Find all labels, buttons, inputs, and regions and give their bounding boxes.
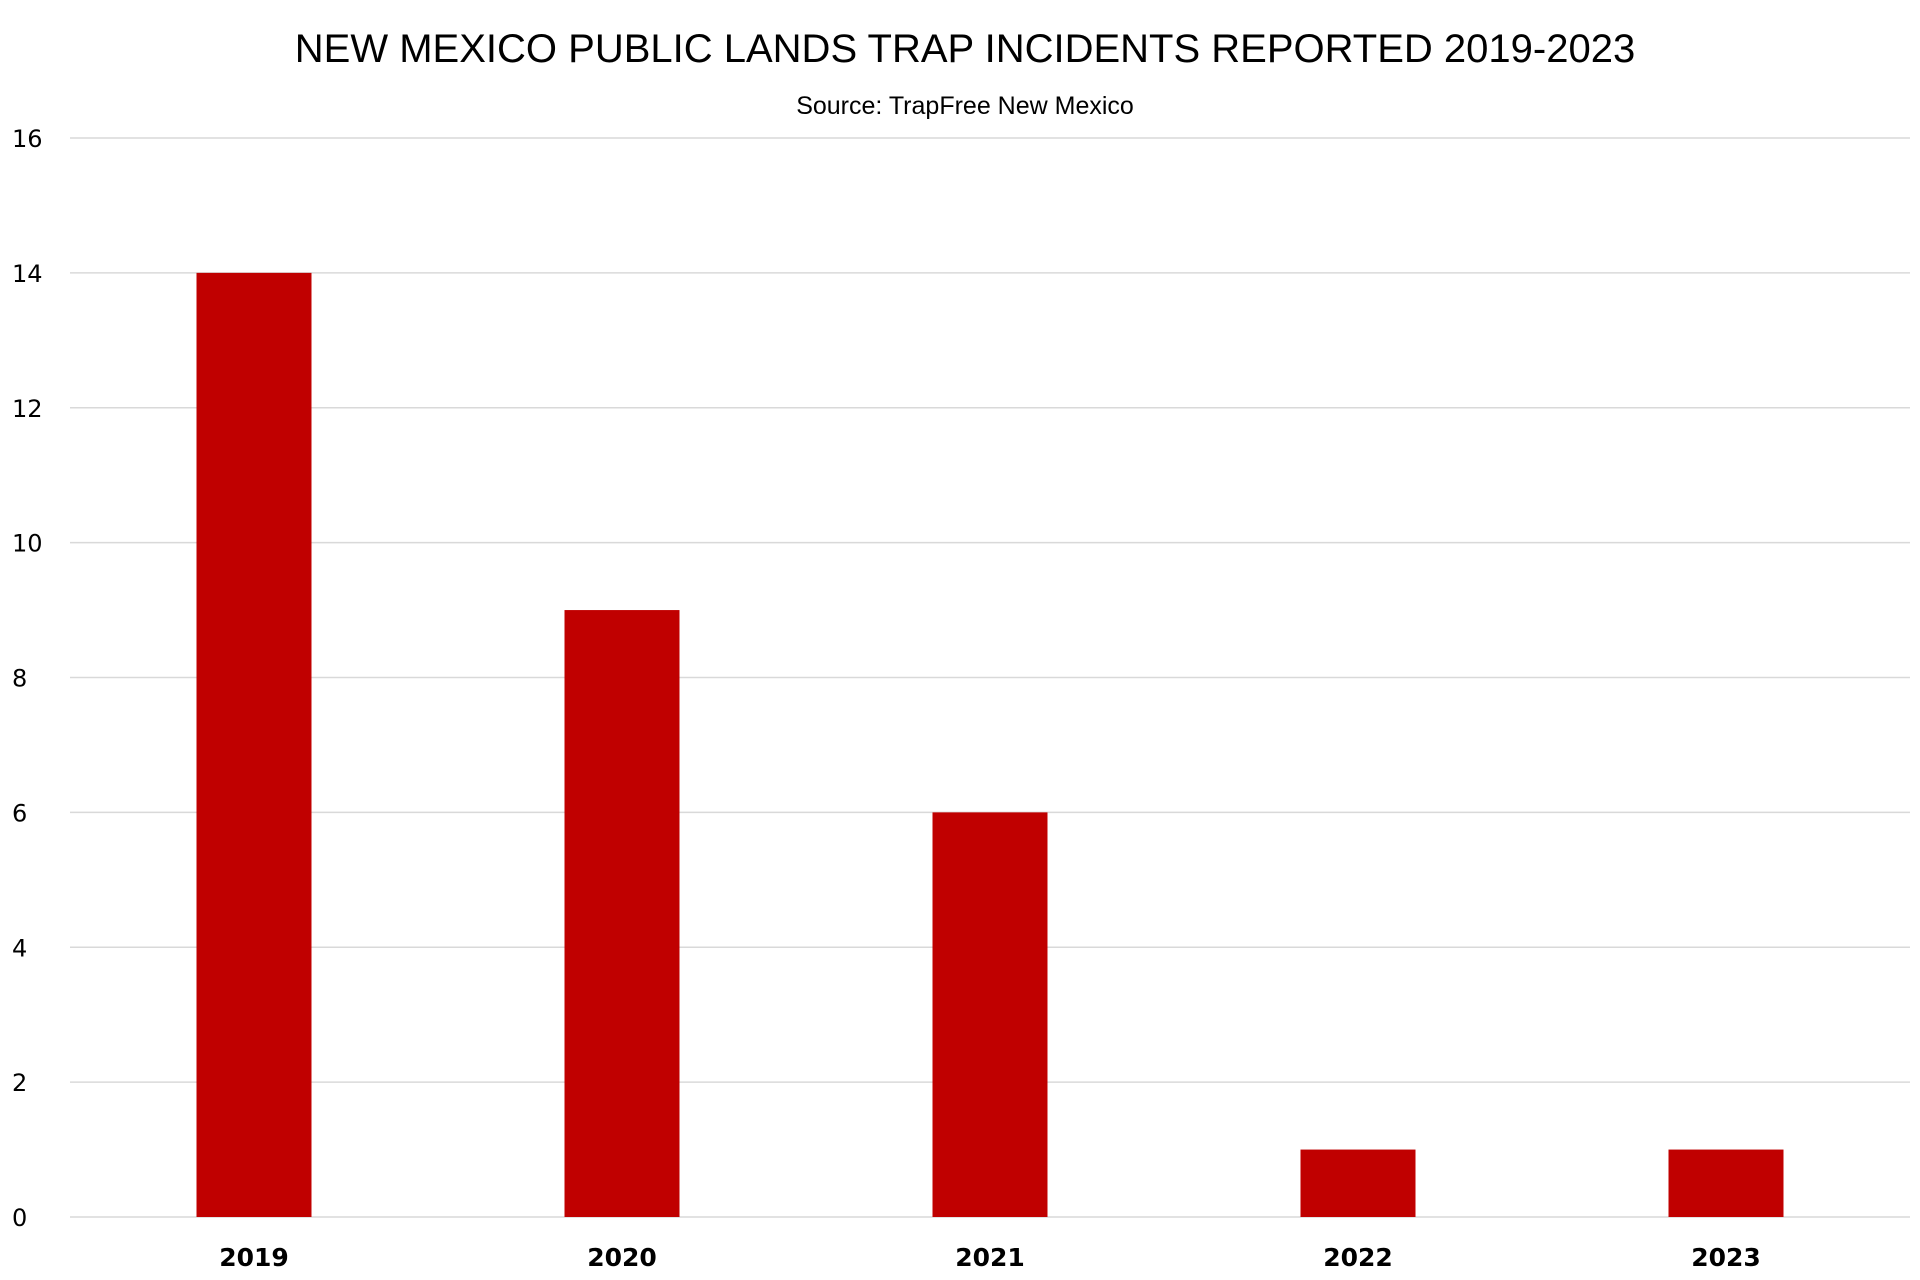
chart-title: NEW MEXICO PUBLIC LANDS TRAP INCIDENTS R… (295, 27, 1635, 71)
y-tick-label: 2 (12, 1069, 27, 1097)
x-tick-label: 2023 (1691, 1243, 1761, 1272)
gridlines (70, 137, 1910, 1218)
y-tick-label: 0 (12, 1204, 27, 1232)
y-tick-label: 8 (12, 665, 27, 693)
y-tick-label: 12 (12, 395, 43, 423)
bar-2021 (932, 812, 1048, 1217)
x-tick-label: 2022 (1323, 1243, 1393, 1272)
x-tick-label: 2020 (587, 1243, 657, 1272)
bars (196, 272, 1784, 1217)
y-tick-label: 14 (12, 260, 43, 288)
bar-2019 (196, 272, 312, 1217)
x-tick-label: 2021 (955, 1243, 1025, 1272)
x-axis-tick-labels: 2019 2020 2021 2022 2023 (219, 1243, 1761, 1272)
bar-2020 (564, 610, 680, 1217)
bar-2022 (1300, 1149, 1416, 1217)
y-axis-tick-labels: 0 2 4 6 8 10 12 14 16 (12, 125, 43, 1232)
bar-2023 (1668, 1149, 1784, 1217)
y-tick-label: 16 (12, 125, 43, 153)
y-tick-label: 6 (12, 799, 27, 827)
chart-subtitle: Source: TrapFree New Mexico (796, 92, 1134, 120)
y-tick-label: 10 (12, 530, 43, 558)
x-tick-label: 2019 (219, 1243, 289, 1272)
y-tick-label: 4 (12, 934, 27, 962)
